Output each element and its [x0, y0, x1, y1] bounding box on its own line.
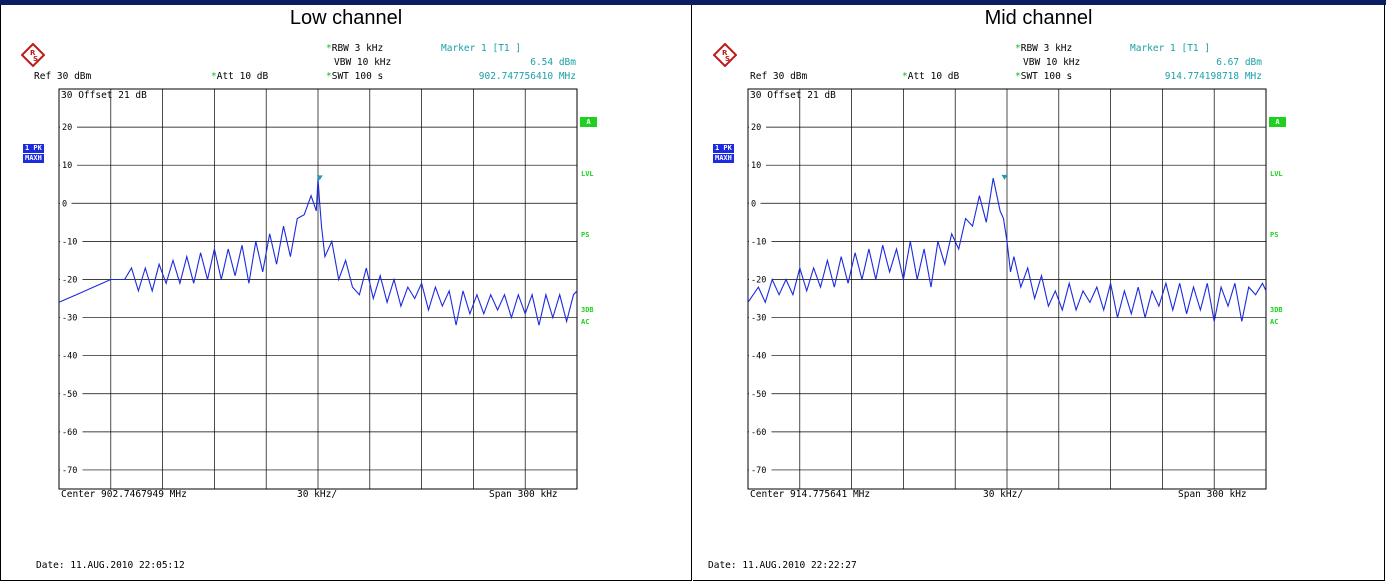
y-tick-label: 0 [751, 199, 756, 209]
trace-line [747, 177, 1267, 322]
y-tick-label: -30 [62, 314, 77, 324]
y-tick-label: -50 [751, 390, 766, 400]
y-tick-label-bg [60, 350, 83, 361]
y-tick-label-bg [749, 388, 772, 399]
trace-tag-pk: 1 PK [713, 144, 734, 153]
y-tick-label: 10 [62, 161, 72, 171]
date-stamp: Date: 11.AUG.2010 22:05:12 [36, 560, 185, 571]
date-stamp: Date: 11.AUG.2010 22:22:27 [708, 560, 857, 571]
frequency-per-division: 30 kHz/ [297, 489, 338, 500]
y-tick-label: -40 [751, 352, 766, 362]
y-tick-label: -10 [751, 237, 766, 247]
swt-label: *SWT 100 s [326, 71, 384, 82]
y-tick-label-bg [60, 312, 83, 323]
y-tick-label-bg [749, 312, 772, 323]
ref-level: Ref 30 dBm [750, 71, 808, 82]
spectrum-plot: 20 10 0 -10 -20 -30 -40 -50 -60 -70 [747, 88, 1267, 490]
attenuation: *Att 10 dB [902, 71, 960, 82]
y-tick-label: -20 [751, 275, 766, 285]
y-tick-label: 10 [751, 161, 761, 171]
y-tick-label: -60 [62, 428, 77, 438]
rohde-schwarz-logo-icon: R S [713, 43, 737, 67]
marker-1 [316, 175, 323, 181]
y-tick-label: -70 [62, 466, 77, 476]
side-status-ac: AC [1270, 318, 1279, 326]
y-tick-label: 20 [62, 123, 72, 133]
marker-level: 6.54 dBm [530, 57, 576, 68]
y-tick-label-bg [60, 274, 83, 285]
svg-text:R: R [722, 49, 728, 57]
vbw-label: VBW 10 kHz [1023, 57, 1081, 68]
side-status-a: A [580, 117, 597, 127]
side-status-ps: PS [1270, 231, 1279, 239]
spectrum-plot: 20 10 0 -10 -20 -30 -40 -50 -60 -70 [58, 88, 578, 490]
y-tick-label-bg [60, 160, 77, 171]
marker-title: Marker 1 [T1 ] [441, 43, 522, 54]
side-status-lvl: LVL [1270, 170, 1283, 178]
trace-line [58, 178, 578, 326]
y-tick-label: -50 [62, 390, 77, 400]
y-tick-label-bg [60, 198, 72, 209]
marker-frequency: 902.747756410 MHz [478, 71, 576, 82]
trace-tag-maxh: MAXH [713, 154, 734, 163]
marker-title: Marker 1 [T1 ] [1130, 43, 1211, 54]
y-tick-label-bg [749, 198, 761, 209]
y-tick-label-bg [60, 388, 83, 399]
y-tick-label: -30 [751, 314, 766, 324]
rbw-label: *RBW 3 kHz [326, 43, 384, 54]
svg-text:S: S [33, 55, 38, 63]
offset-label: 30 Offset 21 dB [750, 90, 836, 101]
side-status-ac: AC [581, 318, 590, 326]
span: Span 300 kHz [1178, 489, 1247, 500]
y-tick-label: -20 [62, 275, 77, 285]
center-frequency: Center 902.7467949 MHz [61, 489, 187, 500]
y-tick-label-bg [749, 426, 772, 437]
y-tick-label-bg [60, 236, 83, 247]
center-frequency: Center 914.775641 MHz [750, 489, 871, 500]
y-tick-label-bg [749, 274, 772, 285]
y-tick-label: -40 [62, 352, 77, 362]
y-tick-label-bg [749, 236, 772, 247]
y-tick-label: -10 [62, 237, 77, 247]
ref-level: Ref 30 dBm [34, 71, 92, 82]
rohde-schwarz-logo-icon: R S [21, 43, 45, 67]
y-tick-label-bg [60, 426, 83, 437]
trace-tag-maxh: MAXH [23, 154, 44, 163]
side-status-3db: 3DB [1270, 306, 1283, 314]
side-status-3db: 3DB [581, 306, 594, 314]
marker-level: 6.67 dBm [1216, 57, 1262, 68]
panel-mid-channel: Mid channel R S *RBW 3 kHz VBW 10 kHz *S… [693, 5, 1385, 581]
trace-tag-pk: 1 PK [23, 144, 44, 153]
vbw-label: VBW 10 kHz [334, 57, 392, 68]
marker-1 [1001, 174, 1008, 180]
offset-label: 30 Offset 21 dB [61, 90, 147, 101]
panel-title: Low channel [289, 7, 403, 29]
attenuation: *Att 10 dB [211, 71, 269, 82]
y-tick-label: 0 [62, 199, 67, 209]
y-tick-label-bg [749, 160, 766, 171]
marker-frequency: 914.774198718 MHz [1164, 71, 1262, 82]
y-tick-label-bg [749, 350, 772, 361]
y-tick-label: 20 [751, 123, 761, 133]
y-tick-label-bg [749, 464, 772, 475]
side-status-lvl: LVL [581, 170, 594, 178]
span: Span 300 kHz [489, 489, 558, 500]
svg-text:R: R [30, 49, 36, 57]
side-status-a: A [1269, 117, 1286, 127]
y-tick-label-bg [749, 122, 766, 133]
window-header-bar [0, 0, 1386, 5]
side-status-ps: PS [581, 231, 590, 239]
frequency-per-division: 30 kHz/ [983, 489, 1024, 500]
svg-text:S: S [725, 55, 730, 63]
panel-low-channel: Low channel R S *RBW 3 kHz VBW 10 kHz *S… [0, 5, 692, 581]
y-tick-label: -60 [751, 428, 766, 438]
y-tick-label: -70 [751, 466, 766, 476]
rbw-label: *RBW 3 kHz [1015, 43, 1073, 54]
swt-label: *SWT 100 s [1015, 71, 1073, 82]
panel-title: Mid channel [984, 7, 1093, 29]
y-tick-label-bg [60, 122, 77, 133]
y-tick-label-bg [60, 464, 83, 475]
